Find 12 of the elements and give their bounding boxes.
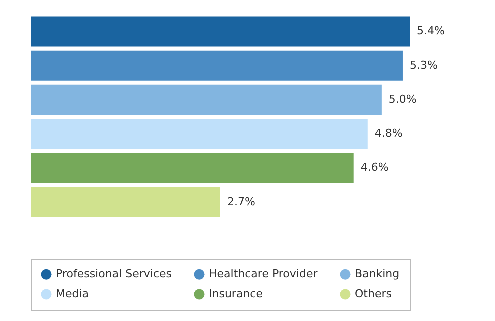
legend-label: Professional Services [56,268,172,281]
data-label: 4.8% [374,127,403,140]
data-label: 5.0% [388,92,417,106]
data-label: 2.7% [228,195,256,208]
legend-label: Others [355,288,392,300]
legend-label: Media [56,288,90,300]
legend-label: Insurance [209,288,264,300]
data-label: 4.6% [360,161,389,174]
legend-label: Healthcare Provider [209,268,318,281]
legend-label: Banking [355,268,400,281]
data-label: 5.4% [417,24,445,38]
data-label: 5.3% [410,58,438,72]
